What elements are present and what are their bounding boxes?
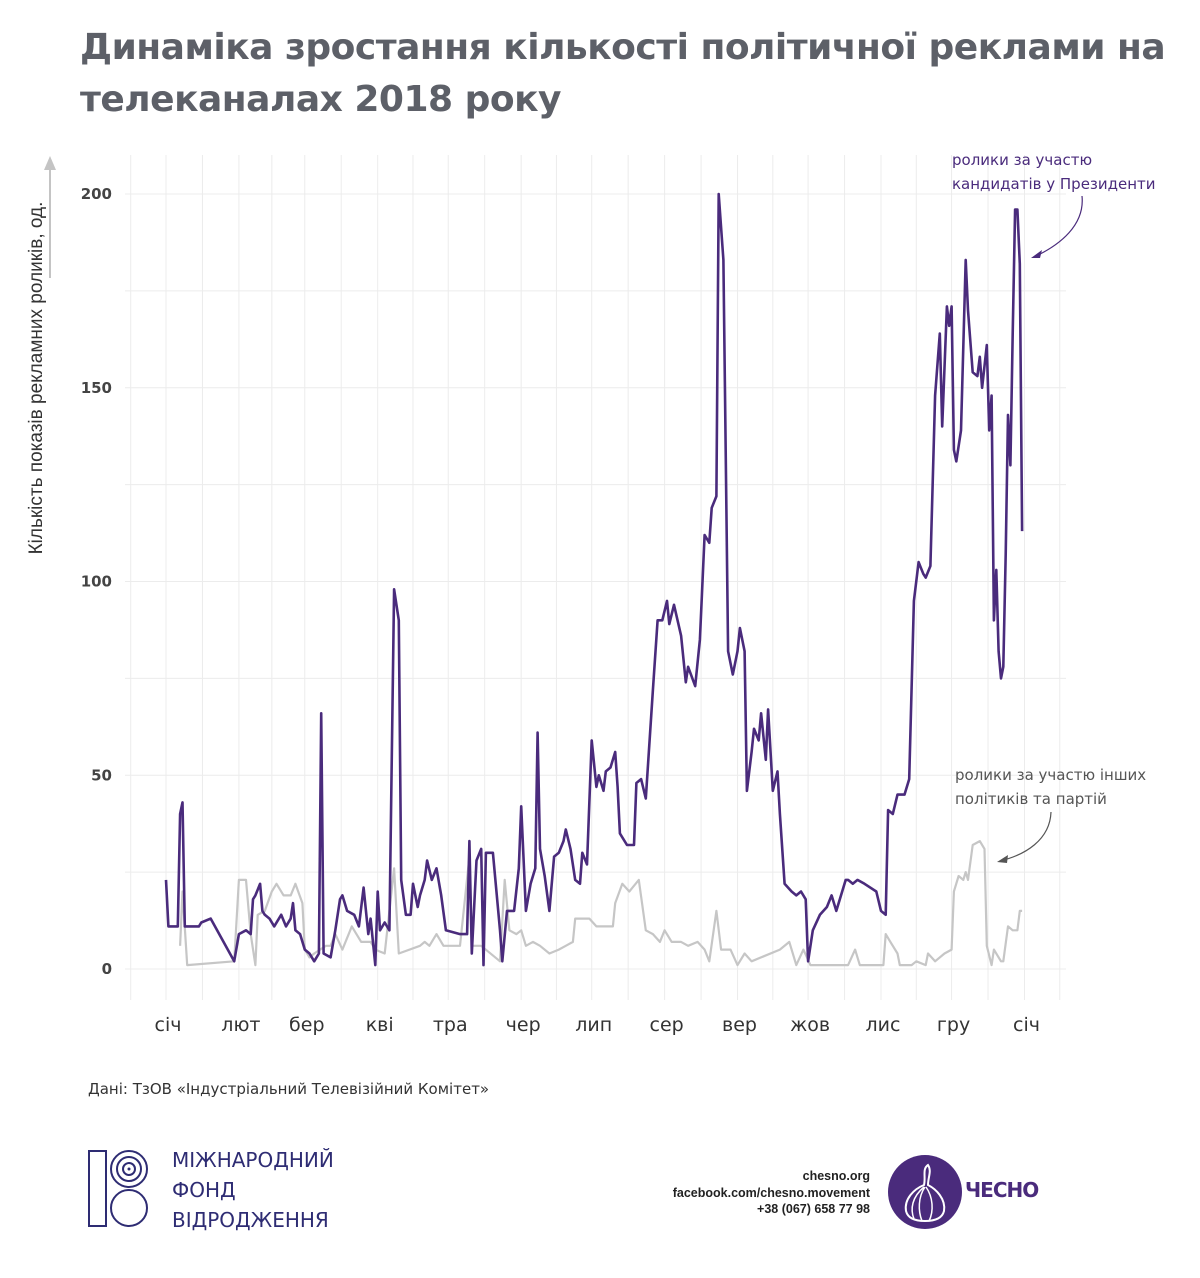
y-axis-label: Кількість показів рекламних роликів, од. (26, 201, 47, 555)
website-link[interactable]: chesno.org (802, 1169, 870, 1183)
x-tick-label: кві (366, 1014, 394, 1036)
x-tick-label: жов (790, 1014, 830, 1036)
chart-title: Динаміка зростання кількості політичної … (80, 27, 1166, 120)
x-tick-label: гру (937, 1014, 970, 1036)
x-tick-label: сер (650, 1014, 684, 1036)
grid (125, 155, 1066, 1000)
y-tick-label: 150 (81, 379, 112, 397)
x-tick-label: лис (866, 1014, 901, 1036)
facebook-link[interactable]: facebook.com/chesno.movement (672, 1185, 870, 1200)
y-tick-label: 50 (91, 766, 112, 784)
data-source: Дані: ТзОВ «Індустріальний Телевізійний … (88, 1080, 490, 1098)
x-tick-label: тра (433, 1014, 468, 1036)
others-series-label: ролики за участю інших політиків та парт… (955, 766, 1147, 808)
x-tick-label: лип (575, 1014, 612, 1036)
x-tick-label: чер (506, 1014, 541, 1036)
y-tick-label: 0 (102, 960, 112, 978)
irf-logo-text: МІЖНАРОДНИЙ ФОНД ВІДРОДЖЕННЯ (172, 1145, 334, 1235)
phone-number: +38 (067) 658 77 98 (757, 1202, 870, 1216)
irf-line: ФОНД (172, 1178, 236, 1202)
candidates-series-label: ролики за участю кандидатів у Президенти (952, 151, 1156, 193)
irf-line: МІЖНАРОДНИЙ (172, 1148, 334, 1172)
chesno-garlic-logo-icon (888, 1155, 962, 1229)
others-series-line (179, 839, 1023, 967)
contacts: chesno.org facebook.com/chesno.movement … (673, 1168, 870, 1218)
candidates-annotation-arrow-icon (1031, 195, 1083, 258)
y-axis-arrow-icon (44, 156, 56, 278)
irf-line: ВІДРОДЖЕННЯ (172, 1208, 329, 1232)
chesno-brand: ЧЕСНО (965, 1178, 1039, 1202)
x-tick-label: вер (722, 1014, 757, 1036)
x-tick-labels: січ лют бер кві тра чер лип сер вер жов лис гру січ (155, 1014, 1040, 1036)
x-tick-label: січ (155, 1014, 182, 1036)
y-tick-label: 200 (81, 185, 112, 203)
series-lines (164, 192, 1024, 967)
x-tick-label: бер (289, 1014, 324, 1036)
candidates-series-line (164, 192, 1024, 967)
y-tick-label: 100 (81, 573, 112, 591)
y-tick-labels: 0 50 100 150 200 (81, 185, 112, 978)
irf-logo-icon (88, 1150, 148, 1227)
x-tick-label: лют (221, 1014, 260, 1036)
others-annotation-arrow-icon (997, 811, 1052, 863)
x-tick-label: січ (1013, 1014, 1040, 1036)
